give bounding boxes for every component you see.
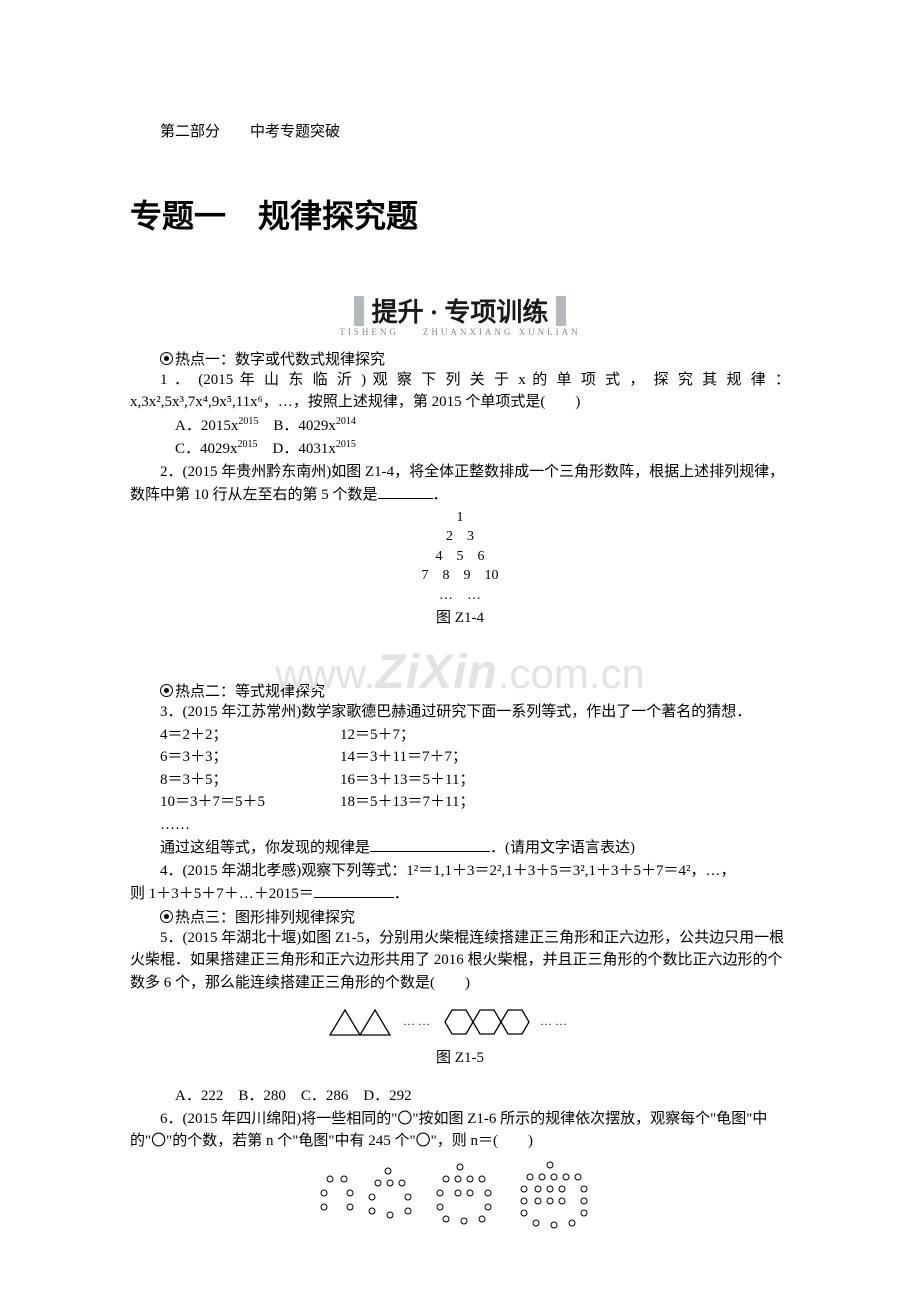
- hotspot-2-label: 热点二：等式规律探究: [175, 684, 325, 700]
- q3-equations: 4＝2＋2； 6＝3＋3； 8＝3＋5； 10＝3＋7＝5＋5 …… 12＝5＋…: [160, 724, 790, 837]
- svg-text:… …: … …: [403, 1014, 430, 1028]
- q3-text: 3．(2015 年江苏常州)数学家歌德巴赫通过研究下面一系列等式，作出了一个著名…: [130, 701, 790, 724]
- q3-eqL-2: 8＝3＋5；: [160, 769, 340, 792]
- q3-tail: 通过这组等式，你发现的规律是 ．(请用文字语言表达): [130, 836, 790, 860]
- q2-tail: ．: [433, 487, 448, 503]
- q2-blank: [378, 483, 433, 499]
- banner-text: 提升·专项训练: [372, 292, 549, 329]
- q3-eqR-0: 12＝5＋7；: [340, 724, 474, 747]
- q4-line2-wrap: 则 1＋3＋5＋7＋…＋2015＝ ．: [130, 882, 790, 906]
- q3-eqR-1: 14＝3＋11＝7＋7；: [340, 746, 474, 769]
- fig-z1-4-caption: 图 Z1-4: [130, 606, 790, 627]
- topic-title: 专题一 规律探究题: [130, 191, 790, 237]
- triangle-row-5: … …: [130, 587, 790, 605]
- fig-z1-5-caption: 图 Z1-5: [130, 1046, 790, 1067]
- q5-opts: A．222 B．280 C．286 D．292: [130, 1085, 790, 1108]
- q3-tail1: 通过这组等式，你发现的规律是: [160, 840, 370, 856]
- q1-optA: A．2015x: [175, 418, 238, 434]
- fig-z1-6: [130, 1159, 790, 1229]
- q3-eqL-3: 10＝3＋7＝5＋5: [160, 791, 340, 814]
- q6-text: 6．(2015 年四川绵阳)将一些相同的"〇"按如图 Z1-6 所示的规律依次摆…: [130, 1108, 790, 1153]
- banner-dot: ·: [430, 298, 439, 327]
- q3-eqL-1: 6＝3＋3；: [160, 746, 340, 769]
- q1-optD-sup: 2015: [336, 439, 356, 450]
- q3-eqR-3: 18＝5＋13＝7＋11；: [340, 791, 474, 814]
- triangles-hexagons-icon: … … … …: [325, 1000, 595, 1040]
- q1-opts-row2: C．4029x2015 D．4031x2015: [130, 437, 790, 461]
- q3-tail2: ．(请用文字语言表达): [490, 840, 635, 856]
- banner-pinyin: TISHENG ZHUANXIANG XUNLIAN: [130, 325, 790, 338]
- q3-eqL-4: ……: [160, 814, 340, 837]
- q4-tail: ．: [394, 886, 409, 902]
- fig-z1-5: … … … …: [130, 1000, 790, 1040]
- triangle-row-2: 2 3: [130, 528, 790, 546]
- banner-sub: 专项训练: [444, 298, 548, 327]
- q4-line1: 4．(2015 年湖北孝感)观察下列等式：1²＝1,1＋3＝2²,1＋3＋5＝3…: [160, 863, 735, 879]
- hotspot-1-label: 热点一：数字或代数式规律探究: [175, 352, 385, 368]
- q2-body: 2．(2015 年贵州黔东南州)如图 Z1-4，将全体正整数排成一个三角形数阵，…: [130, 464, 784, 504]
- hotspot-2: 热点二：等式规律探究: [130, 680, 790, 701]
- q1-opts-row1: A．2015x2015 B．4029x2014: [130, 414, 790, 438]
- banner-main: 提升: [372, 298, 424, 327]
- q3-blank: [370, 836, 490, 852]
- hotspot-1: 热点一：数字或代数式规律探究: [130, 348, 790, 369]
- part-label: 第二部分 中考专题突破: [130, 120, 790, 141]
- banner-deco-right: [556, 296, 566, 326]
- bullet-icon: [160, 352, 173, 365]
- q3-eqL-0: 4＝2＋2；: [160, 724, 340, 747]
- q4-text: 4．(2015 年湖北孝感)观察下列等式：1²＝1,1＋3＝2²,1＋3＋5＝3…: [130, 860, 790, 883]
- q1-optD: D．4031x: [273, 441, 336, 457]
- q2-text: 2．(2015 年贵州黔东南州)如图 Z1-4，将全体正整数排成一个三角形数阵，…: [130, 461, 790, 507]
- banner-deco-left: [354, 296, 364, 326]
- q1-optB-sup: 2014: [336, 416, 356, 427]
- triangle-row-3: 4 5 6: [130, 548, 790, 566]
- q3-eqR-2: 16＝3＋13＝5＋11；: [340, 769, 474, 792]
- q1-optA-sup: 2015: [238, 416, 258, 427]
- triangle-row-1: 1: [130, 509, 790, 527]
- q1-text: 1 ． (2015 年 山 东 临 沂 ) 观 察 下 列 关 于 x 的 单 …: [130, 369, 790, 414]
- q1-optC-sup: 2015: [238, 439, 258, 450]
- q1-optB: B．4029x: [273, 418, 336, 434]
- q4-blank: [314, 882, 394, 898]
- bullet-icon: [160, 910, 173, 923]
- bullet-icon: [160, 684, 173, 697]
- q3-eq-col-right: 12＝5＋7； 14＝3＋11＝7＋7； 16＝3＋13＝5＋11； 18＝5＋…: [340, 724, 474, 837]
- banner: 提升·专项训练 TISHENG ZHUANXIANG XUNLIAN: [130, 292, 790, 338]
- q1-optC: C．4029x: [175, 441, 238, 457]
- turtle-circles-icon: [310, 1159, 610, 1229]
- q3-eq-col-left: 4＝2＋2； 6＝3＋3； 8＝3＋5； 10＝3＋7＝5＋5 ……: [160, 724, 340, 837]
- triangle-row-4: 7 8 9 10: [130, 567, 790, 585]
- q5-text: 5．(2015 年湖北十堰)如图 Z1-5，分别用火柴棍连续搭建正三角形和正六边…: [130, 927, 790, 995]
- hotspot-3-label: 热点三：图形排列规律探究: [175, 910, 355, 926]
- hotspot-3: 热点三：图形排列规律探究: [130, 906, 790, 927]
- q1-body: 1 ． (2015 年 山 东 临 沂 ) 观 察 下 列 关 于 x 的 单 …: [130, 372, 790, 411]
- q4-line2: 则 1＋3＋5＋7＋…＋2015＝: [130, 886, 314, 902]
- svg-text:… …: … …: [540, 1014, 567, 1028]
